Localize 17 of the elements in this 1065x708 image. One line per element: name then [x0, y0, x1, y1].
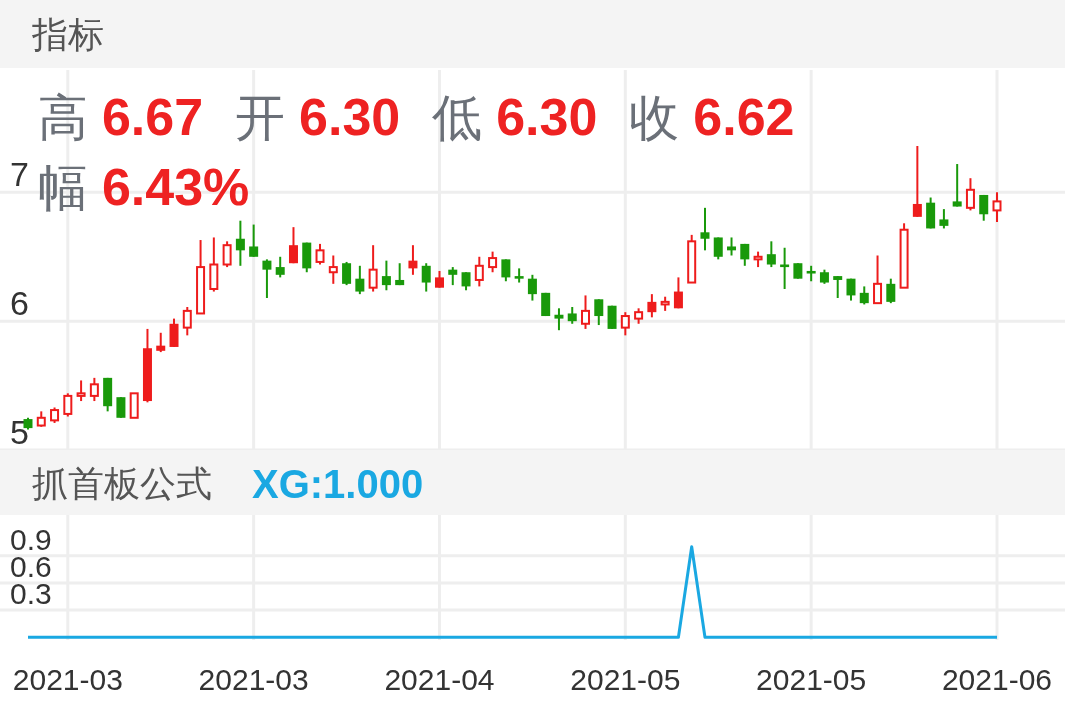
- annotation: 幅 6.43%: [38, 158, 250, 216]
- x-tick-label: 2021-05: [570, 663, 681, 696]
- annotation: 收 6.62: [629, 88, 795, 146]
- y-tick-label: 6: [10, 284, 29, 323]
- chart-title: 指标: [31, 14, 104, 55]
- y-tick-label: 7: [10, 155, 29, 194]
- x-tick-label: 2021-05: [756, 663, 867, 696]
- x-tick-label: 2021-04: [384, 663, 495, 696]
- annotation: 低 6.30: [432, 88, 598, 146]
- annotation: 开 6.30: [235, 88, 401, 146]
- x-tick-label: 2021-06: [941, 663, 1053, 696]
- annotation: 高 6.67: [38, 88, 204, 146]
- x-tick-label: 2021-03: [198, 663, 309, 696]
- text: XG:1.000: [252, 461, 424, 506]
- x-tick-label: 2021-03: [12, 663, 123, 696]
- chart-title: 抓首板公式: [32, 462, 212, 504]
- y-tick-label: 5: [10, 413, 29, 451]
